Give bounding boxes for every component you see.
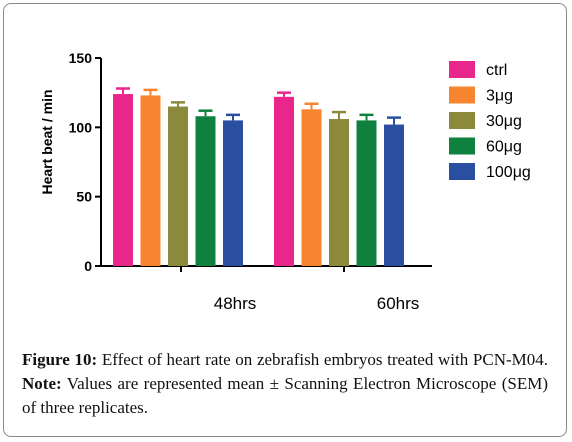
y-axis-label: Heart beat / min xyxy=(39,89,55,194)
bar-48hrs-30μg xyxy=(168,106,188,267)
figure-caption: Figure 10: Effect of heart rate on zebra… xyxy=(22,348,548,420)
caption-label: Figure 10: xyxy=(22,350,98,369)
legend-swatch xyxy=(449,112,475,129)
bar-48hrs-3μg xyxy=(140,95,161,266)
caption-text: Effect of heart rate on zebrafish embryo… xyxy=(97,350,548,369)
legend-label: 3μg xyxy=(486,88,513,105)
legend-swatch xyxy=(449,86,475,104)
x-category-label: 60hrs xyxy=(377,294,420,313)
bar-60hrs-30μg xyxy=(329,119,349,266)
y-tick-label: 50 xyxy=(76,189,92,205)
legend-label: 30μg xyxy=(486,113,522,130)
bar-60hrs-60μg xyxy=(356,120,377,267)
bar-60hrs-3μg xyxy=(301,109,322,266)
legend-label: 100μg xyxy=(486,164,531,181)
legend-label: 60μg xyxy=(486,139,522,156)
bar-48hrs-ctrl xyxy=(113,94,133,266)
legend-label: ctrl xyxy=(486,62,507,79)
bar-chart: Heart beat / min 0 50 100 150 48hrs 60hrs ctrl… xyxy=(39,50,531,313)
x-category-label: 48hrs xyxy=(214,294,257,313)
y-tick-label: 150 xyxy=(69,50,93,66)
bar-48hrs-100μg xyxy=(223,120,243,267)
legend-swatch xyxy=(449,137,475,155)
bar-60hrs-ctrl xyxy=(274,96,294,267)
caption-note-label: Note: xyxy=(22,374,62,393)
legend-swatch xyxy=(449,61,475,78)
legend-swatch xyxy=(449,163,475,180)
bar-48hrs-60μg xyxy=(195,116,216,267)
y-tick-label: 100 xyxy=(69,119,93,135)
y-tick-label: 0 xyxy=(84,258,92,274)
caption-note-text: Values are represented mean ± Scanning E… xyxy=(22,374,548,417)
bar-60hrs-100μg xyxy=(384,124,404,266)
